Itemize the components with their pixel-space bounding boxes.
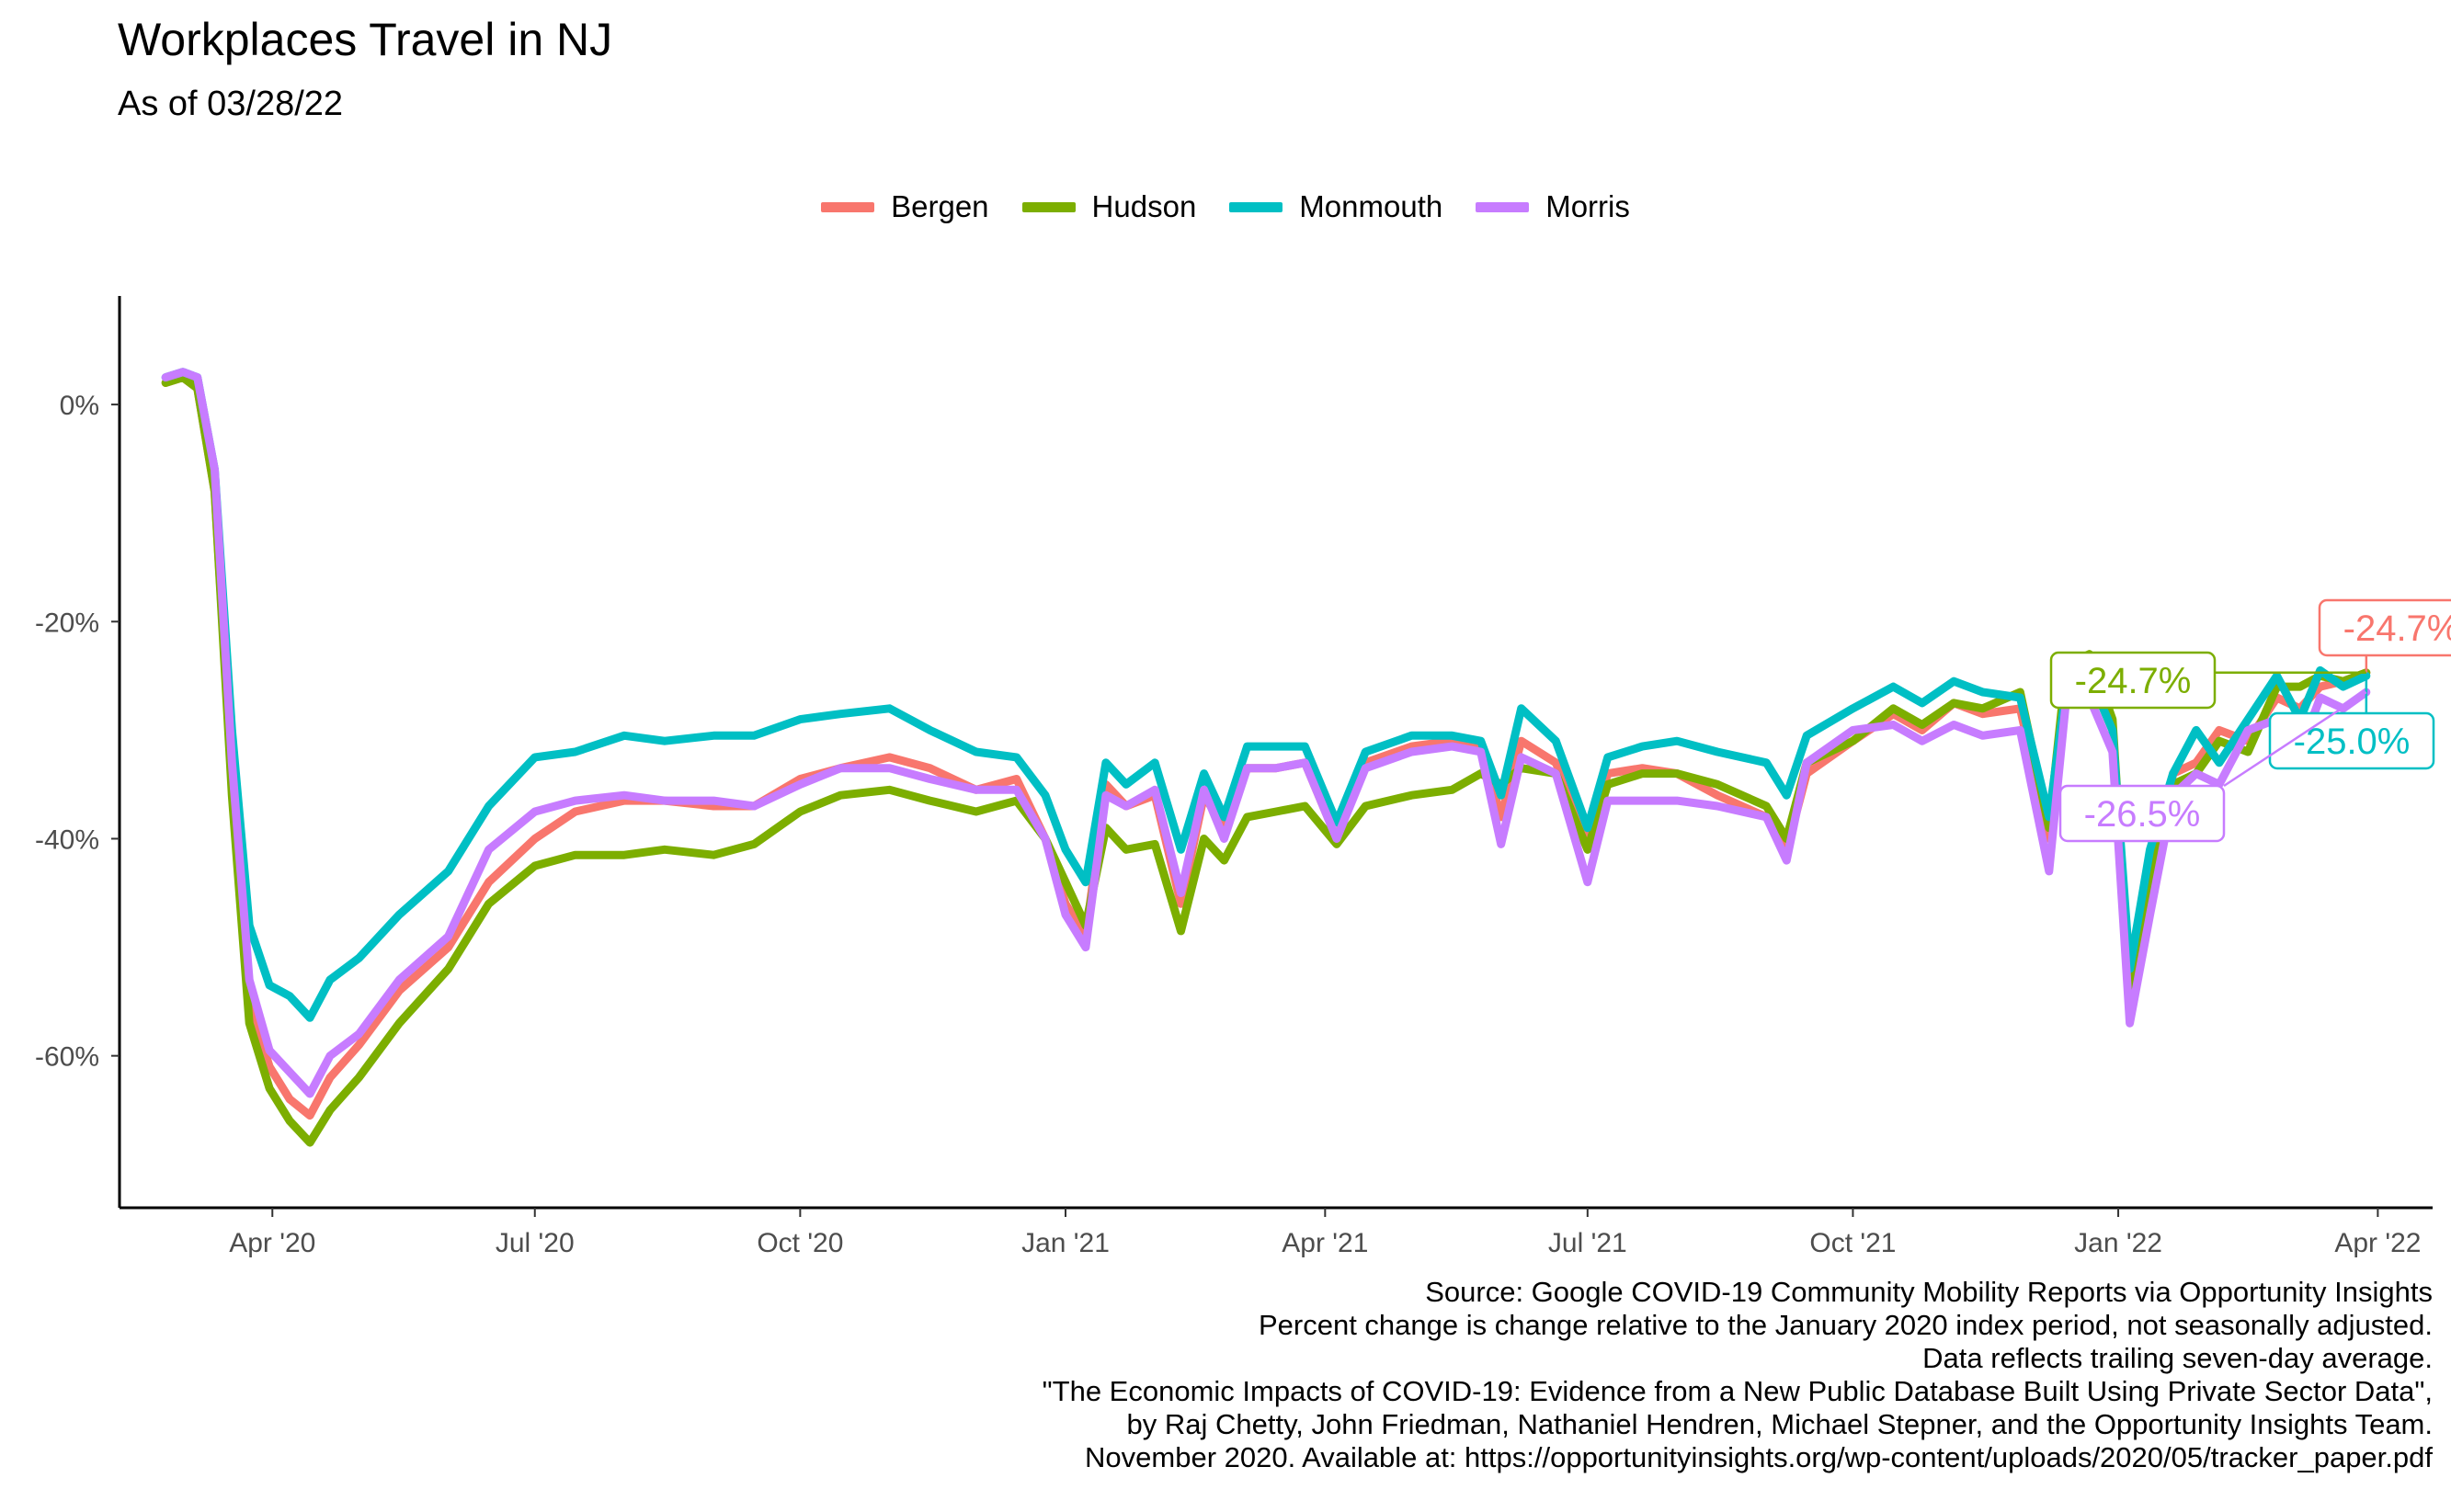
legend-key-morris [1476, 201, 1530, 212]
legend-item-hudson: Hudson [1021, 189, 1197, 224]
legend-item-morris: Morris [1476, 189, 1630, 224]
chart-subtitle: As of 03/28/22 [118, 85, 344, 123]
end-label-box [2058, 784, 2226, 843]
legend-item-monmouth: Monmouth [1229, 189, 1442, 224]
caption-line-citation-url: November 2020. Available at: https://opp… [1085, 1441, 2433, 1473]
legend-key-monmouth [1229, 201, 1283, 212]
y-tick-label: -40% [35, 824, 99, 855]
y-tick-label: 0% [60, 391, 99, 421]
legend-key-hudson [1021, 201, 1076, 212]
x-tick-label: Jul '20 [496, 1228, 575, 1258]
end-label-morris: -26.5% [2058, 691, 2367, 843]
end-label-box [2049, 651, 2217, 710]
x-tick-label: Oct '20 [757, 1228, 843, 1258]
x-tick-label: Jan '22 [2074, 1228, 2162, 1258]
end-label-bergen: -24.7% [2318, 598, 2451, 673]
caption-line-average: Data reflects trailing seven-day average… [1922, 1342, 2433, 1374]
legend-label-morris: Morris [1545, 189, 1630, 223]
caption-line-citation-authors: by Raj Chetty, John Friedman, Nathaniel … [1126, 1408, 2433, 1440]
caption: Source: Google COVID-19 Community Mobili… [1043, 1276, 2433, 1474]
end-label-text: -26.5% [2084, 794, 2201, 835]
end-label-hudson: -24.7% [2049, 651, 2366, 710]
legend-key-bergen [821, 201, 875, 212]
series-line-morris [161, 368, 2371, 1098]
x-tick-label: Apr '21 [1282, 1228, 1368, 1258]
end-label-text: -24.7% [2343, 608, 2451, 649]
end-label-box [2318, 598, 2451, 657]
legend-label-monmouth: Monmouth [1299, 189, 1443, 223]
x-tick-label: Jan '21 [1021, 1228, 1110, 1258]
x-tick-label: Jul '21 [1548, 1228, 1627, 1258]
end-label-box [2268, 711, 2435, 770]
end-label-text: -24.7% [2075, 661, 2192, 701]
x-tick-label: Apr '22 [2334, 1228, 2421, 1258]
y-tick-label: -60% [35, 1042, 99, 1073]
end-label-monmouth: -25.0% [2268, 676, 2435, 770]
legend-item-bergen: Bergen [821, 189, 989, 224]
x-tick-label: Apr '20 [229, 1228, 315, 1258]
chart-title: Workplaces Travel in NJ [118, 14, 613, 65]
end-label-connector [2223, 691, 2367, 788]
series-line-monmouth [161, 368, 2371, 1022]
legend-label-bergen: Bergen [891, 189, 989, 223]
x-tick-label: Oct '21 [1809, 1228, 1896, 1258]
caption-line-citation-title: "The Economic Impacts of COVID-19: Evide… [1042, 1375, 2433, 1407]
legend-label-hudson: Hudson [1091, 189, 1197, 223]
caption-line-method: Percent change is change relative to the… [1258, 1309, 2433, 1341]
legend: Bergen Hudson Monmouth Morris [0, 184, 2451, 230]
y-tick-label: -20% [35, 608, 99, 638]
caption-line-source: Source: Google COVID-19 Community Mobili… [1425, 1276, 2433, 1308]
